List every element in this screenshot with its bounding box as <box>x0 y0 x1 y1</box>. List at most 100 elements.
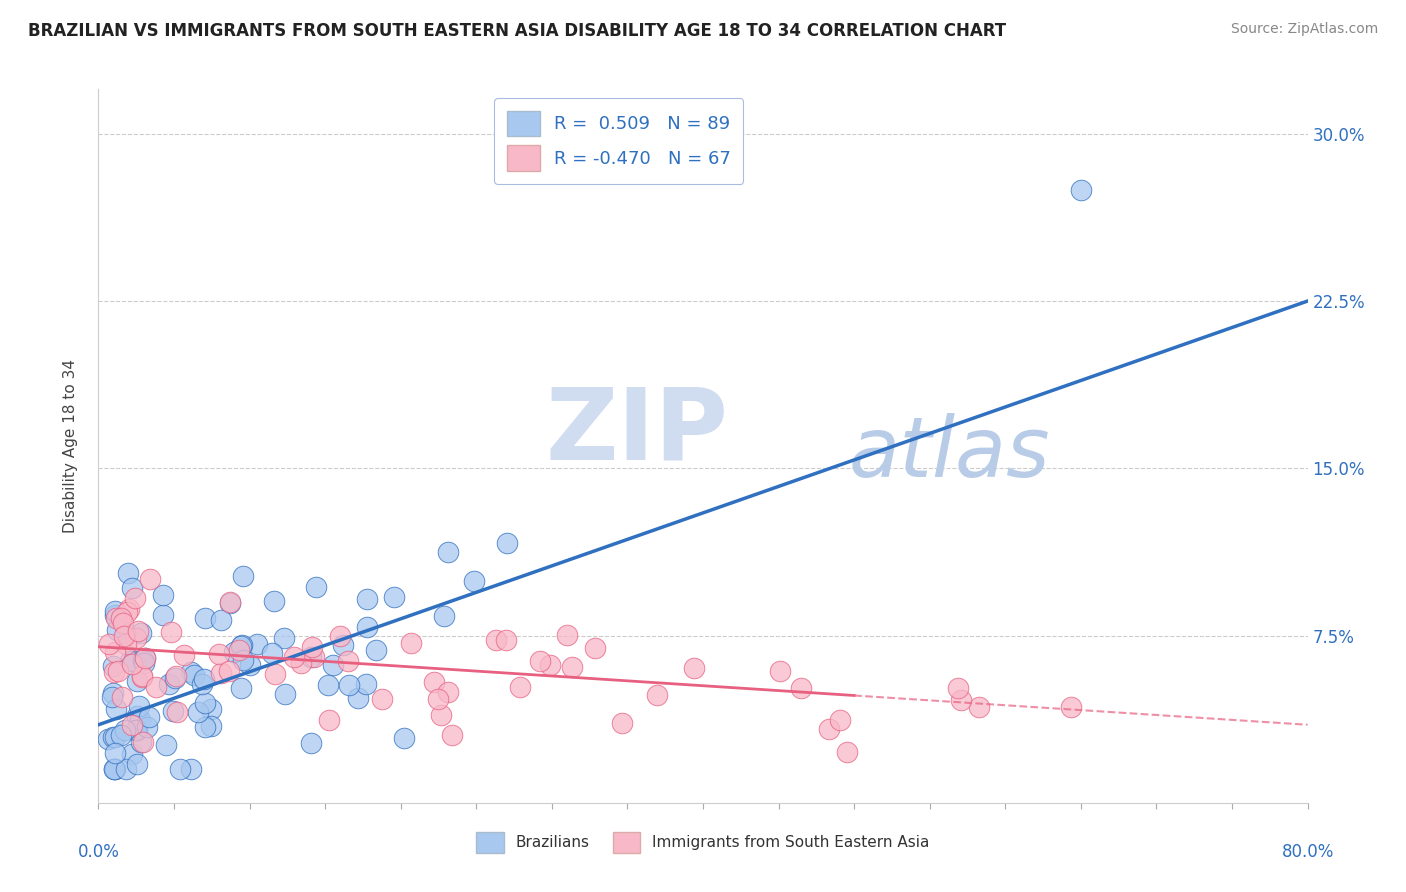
Point <box>299 650 322 665</box>
Point <box>121 718 143 732</box>
Point <box>332 638 354 652</box>
Point <box>555 628 578 642</box>
Point <box>485 632 508 647</box>
Point <box>392 731 415 746</box>
Point <box>290 656 312 670</box>
Point <box>134 650 156 665</box>
Point <box>191 677 214 691</box>
Point <box>118 602 141 616</box>
Text: Source: ZipAtlas.com: Source: ZipAtlas.com <box>1230 22 1378 37</box>
Point <box>107 664 129 678</box>
Point <box>946 681 969 695</box>
Point <box>561 660 583 674</box>
Point <box>104 730 127 744</box>
Point <box>229 639 252 653</box>
Point <box>354 677 377 691</box>
Point <box>209 666 232 681</box>
Point <box>173 648 195 662</box>
Point <box>218 664 240 678</box>
Point <box>115 605 138 619</box>
Point <box>131 670 153 684</box>
Point <box>371 692 394 706</box>
Point <box>399 636 422 650</box>
Point <box>231 638 253 652</box>
Point <box>105 702 128 716</box>
Point <box>529 654 551 668</box>
Point <box>645 688 668 702</box>
Legend: Brazilians, Immigrants from South Eastern Asia: Brazilians, Immigrants from South Easter… <box>470 825 936 859</box>
Point <box>104 746 127 760</box>
Point <box>157 677 180 691</box>
Point <box>139 573 162 587</box>
Point <box>422 674 444 689</box>
Point <box>121 747 143 761</box>
Point <box>128 698 150 713</box>
Point <box>127 624 149 639</box>
Point <box>437 685 460 699</box>
Text: 80.0%: 80.0% <box>1281 843 1334 861</box>
Point <box>437 545 460 559</box>
Point <box>283 649 305 664</box>
Point <box>121 581 143 595</box>
Point <box>98 637 121 651</box>
Point <box>194 611 217 625</box>
Point <box>273 631 295 645</box>
Point <box>114 723 136 738</box>
Point <box>101 690 124 705</box>
Point <box>301 640 323 654</box>
Point <box>246 636 269 650</box>
Point <box>125 723 148 737</box>
Point <box>138 710 160 724</box>
Point <box>509 680 531 694</box>
Point <box>337 654 360 668</box>
Point <box>104 608 127 623</box>
Point <box>125 709 148 723</box>
Point <box>104 604 127 618</box>
Point <box>134 656 156 670</box>
Point <box>305 580 328 594</box>
Point <box>382 590 405 604</box>
Point <box>131 669 153 683</box>
Text: atlas: atlas <box>848 413 1050 493</box>
Point <box>135 720 157 734</box>
Point <box>264 667 287 681</box>
Text: BRAZILIAN VS IMMIGRANTS FROM SOUTH EASTERN ASIA DISABILITY AGE 18 TO 34 CORRELAT: BRAZILIAN VS IMMIGRANTS FROM SOUTH EASTE… <box>28 22 1007 40</box>
Point <box>183 668 205 682</box>
Point <box>101 686 124 700</box>
Point <box>262 647 284 661</box>
Point <box>356 591 378 606</box>
Point <box>828 713 851 727</box>
Point <box>122 654 145 668</box>
Point <box>495 535 517 549</box>
Point <box>299 736 322 750</box>
Point <box>612 716 634 731</box>
Point <box>117 566 139 580</box>
Point <box>112 629 135 643</box>
Y-axis label: Disability Age 18 to 34: Disability Age 18 to 34 <box>63 359 77 533</box>
Point <box>103 762 125 776</box>
Point <box>209 613 232 627</box>
Point <box>440 728 463 742</box>
Point <box>193 673 215 687</box>
Point <box>682 661 704 675</box>
Point <box>124 631 146 645</box>
Point <box>121 657 143 672</box>
Point <box>125 674 148 689</box>
Point <box>162 704 184 718</box>
Point <box>129 625 152 640</box>
Point <box>538 657 561 672</box>
Point <box>228 643 250 657</box>
Point <box>165 669 187 683</box>
Point <box>337 678 360 692</box>
Point <box>219 596 242 610</box>
Point <box>969 699 991 714</box>
Point <box>152 588 174 602</box>
Point <box>194 720 217 734</box>
Point <box>103 762 125 776</box>
Point <box>318 713 340 727</box>
Point <box>104 611 127 625</box>
Point <box>180 762 202 776</box>
Point <box>145 680 167 694</box>
Point <box>229 681 252 695</box>
Point <box>430 707 453 722</box>
